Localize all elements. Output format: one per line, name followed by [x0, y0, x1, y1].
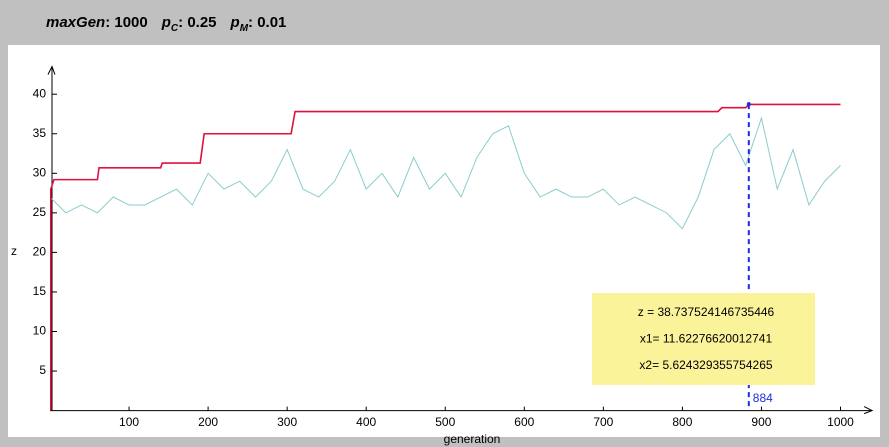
series-line: [49, 116, 841, 230]
x-tick-label: 100: [119, 415, 139, 429]
y-tick-label: 15: [33, 284, 47, 298]
annotation-text: x1= 11.62276620012741: [640, 332, 773, 346]
x-tick-label: 600: [514, 415, 534, 429]
x-tick-label: 200: [198, 415, 218, 429]
annotation-box: [592, 293, 815, 385]
y-tick-label: 30: [33, 165, 47, 179]
param-value: : 1000: [105, 14, 148, 31]
y-axis-arrow: [47, 65, 56, 75]
marker-label: 884: [753, 391, 773, 405]
y-tick-label: 40: [33, 86, 47, 100]
param-symbol: p: [161, 14, 171, 31]
y-tick-label: 10: [33, 324, 47, 338]
param-value: : 0.25: [178, 14, 217, 31]
param: pM: 0.01: [230, 14, 287, 34]
x-tick-label: 800: [672, 415, 692, 429]
x-tick-label: 700: [593, 415, 613, 429]
y-tick-label: 5: [39, 363, 46, 377]
x-tick-label: 1000: [827, 415, 854, 429]
x-tick-label: 900: [751, 415, 771, 429]
y-tick-label: 35: [33, 126, 47, 140]
param: pC: 0.25: [161, 14, 217, 34]
marker-point: [746, 102, 751, 107]
param-value: : 0.01: [248, 14, 287, 31]
param-symbol: maxGen: [46, 14, 106, 31]
series-line: [49, 103, 841, 411]
y-tick-label: 25: [33, 205, 47, 219]
param: maxGen: 1000: [46, 14, 148, 31]
x-tick-label: 300: [277, 415, 297, 429]
header: maxGen: 1000 pC: 0.25 pM: 0.01: [46, 14, 300, 34]
x-axis-arrow: [863, 406, 874, 415]
x-tick-label: 400: [356, 415, 376, 429]
x-tick-label: 500: [435, 415, 455, 429]
annotation-text: z = 38.737524146735446: [638, 305, 775, 319]
y-tick-label: 20: [33, 245, 47, 259]
param-symbol: p: [230, 14, 240, 31]
annotation-text: x2= 5.624329355754265: [639, 358, 772, 372]
param-subscript: C: [170, 23, 179, 34]
x-axis-label: generation: [444, 432, 501, 446]
param-subscript: M: [239, 23, 249, 34]
y-axis-label: z: [11, 244, 17, 258]
